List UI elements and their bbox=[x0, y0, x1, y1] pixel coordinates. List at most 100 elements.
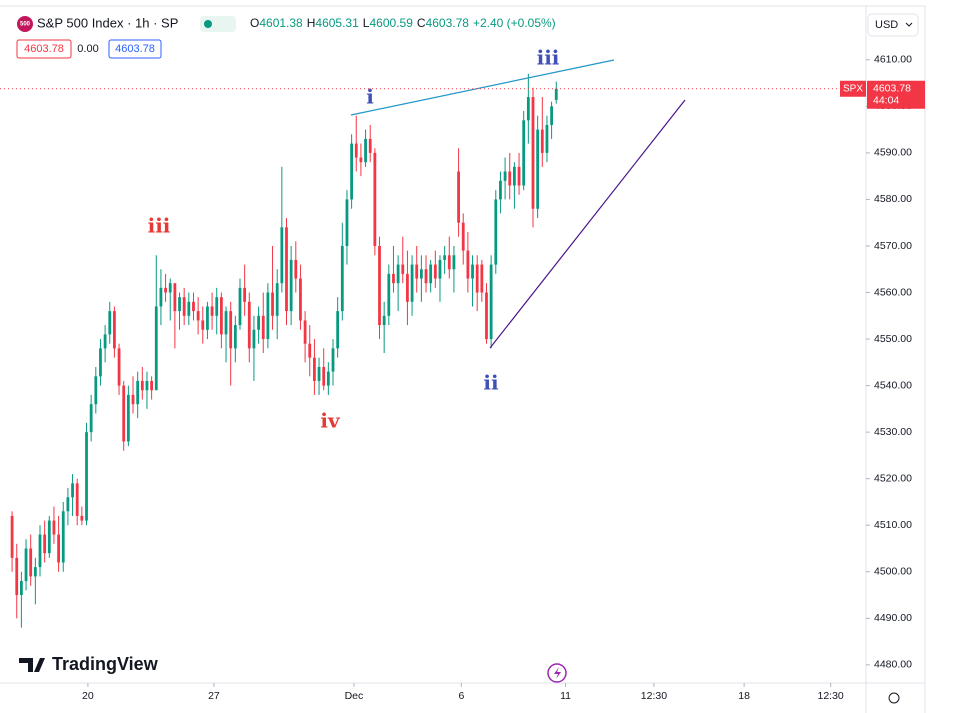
candle-body bbox=[378, 245, 381, 326]
events-icon[interactable] bbox=[547, 663, 567, 683]
candle-body bbox=[154, 306, 158, 391]
candle-body bbox=[238, 287, 242, 326]
currency[interactable]: USD bbox=[875, 19, 898, 31]
candle-body bbox=[24, 548, 28, 582]
symbol-badge-bg bbox=[17, 16, 33, 32]
candle-body bbox=[275, 283, 279, 316]
candle-body bbox=[233, 325, 237, 349]
candle-body bbox=[531, 97, 535, 209]
candle-body bbox=[261, 315, 265, 340]
candle-body bbox=[438, 259, 442, 279]
symbol-tag: SPX bbox=[843, 83, 863, 94]
indicator-toggle[interactable] bbox=[200, 16, 236, 32]
legend-value: 4603.78 bbox=[426, 16, 470, 30]
y-tick-label: 4480.00 bbox=[874, 659, 912, 671]
candle-body bbox=[294, 259, 298, 279]
sell-button[interactable] bbox=[16, 39, 72, 59]
candle-body bbox=[317, 366, 321, 381]
brand: TradingView bbox=[52, 654, 159, 674]
candle-body bbox=[299, 278, 302, 321]
candle-body bbox=[406, 273, 409, 302]
candle-body bbox=[359, 157, 363, 163]
countdown: 44:04 bbox=[873, 95, 899, 107]
currency-select[interactable] bbox=[867, 13, 919, 37]
brand-logo bbox=[19, 658, 45, 672]
x-tick-label: 12:30 bbox=[818, 690, 844, 702]
candle-body bbox=[80, 515, 84, 521]
candle-body bbox=[536, 129, 540, 209]
candle-body bbox=[229, 311, 233, 349]
candle-body bbox=[178, 297, 181, 312]
candle-body bbox=[419, 269, 423, 279]
y-tick-label: 4570.00 bbox=[874, 240, 912, 252]
events-bolt bbox=[554, 667, 561, 679]
candle-body bbox=[108, 311, 112, 335]
candle-body bbox=[10, 515, 14, 558]
chart-title[interactable]: S&P 500 Index · 1h · SP bbox=[37, 15, 178, 30]
market-status bbox=[204, 20, 212, 28]
candle-body bbox=[350, 143, 354, 200]
candle-body bbox=[373, 152, 377, 246]
candle-body bbox=[554, 88, 558, 100]
candle-body bbox=[322, 366, 326, 386]
candle-body bbox=[43, 534, 47, 554]
candle-body bbox=[410, 264, 414, 302]
candle-body bbox=[475, 264, 479, 293]
sell-price[interactable]: 4603.78 bbox=[24, 43, 64, 55]
candle-body bbox=[150, 380, 154, 391]
candle-body bbox=[396, 264, 400, 284]
candle-body bbox=[257, 315, 260, 330]
candle-body bbox=[382, 315, 386, 326]
x-tick-label: Dec bbox=[345, 690, 364, 702]
trend-line bbox=[350, 59, 615, 116]
candle-body bbox=[326, 371, 330, 386]
candle-body bbox=[66, 497, 70, 512]
candle-body bbox=[71, 483, 74, 498]
x-tick-label: 27 bbox=[208, 690, 220, 702]
y-tick-label: 4590.00 bbox=[874, 147, 912, 159]
legend-key: L bbox=[363, 16, 370, 30]
candle-body bbox=[387, 273, 391, 316]
legend-key: C bbox=[417, 16, 426, 30]
candle-body bbox=[489, 264, 493, 340]
candle-body bbox=[545, 124, 549, 153]
candle-body bbox=[99, 348, 102, 377]
candle-body bbox=[345, 199, 349, 246]
candle-body bbox=[508, 171, 512, 186]
candle-body bbox=[415, 264, 419, 279]
candle-body bbox=[243, 287, 247, 302]
candle-body bbox=[173, 283, 177, 312]
candle-body bbox=[517, 166, 521, 186]
candle-body bbox=[192, 301, 195, 312]
candle-body bbox=[19, 581, 23, 596]
y-tick-label: 4610.00 bbox=[874, 54, 912, 66]
settings-icon[interactable] bbox=[888, 692, 900, 704]
candle-body bbox=[266, 292, 270, 340]
candle-body bbox=[512, 166, 516, 186]
buy-price[interactable]: 4603.78 bbox=[115, 43, 155, 55]
candle-body bbox=[461, 222, 465, 251]
candle-body bbox=[308, 343, 312, 358]
candle-body bbox=[131, 394, 135, 405]
y-tick-label: 4580.00 bbox=[874, 193, 912, 205]
buy-button[interactable] bbox=[108, 39, 162, 59]
candle-body bbox=[15, 557, 19, 596]
price-tag: 4603.78 bbox=[873, 83, 911, 95]
candle-body bbox=[271, 292, 274, 316]
candle-body bbox=[210, 306, 214, 316]
axes: 4610.004600.004590.004580.004570.004560.… bbox=[82, 54, 912, 702]
candle-body bbox=[136, 380, 140, 405]
candle-body bbox=[126, 394, 130, 442]
x-tick-label: 12:30 bbox=[641, 690, 667, 702]
candle-body bbox=[447, 255, 451, 270]
legend-key: H bbox=[307, 16, 316, 30]
candle-body bbox=[94, 376, 98, 405]
x-tick-label: 20 bbox=[82, 690, 94, 702]
wave-label: ii bbox=[483, 371, 499, 395]
wave-label: iii bbox=[537, 46, 560, 70]
candle-body bbox=[47, 520, 51, 554]
candle-body bbox=[117, 348, 121, 386]
candle-body bbox=[303, 320, 307, 344]
